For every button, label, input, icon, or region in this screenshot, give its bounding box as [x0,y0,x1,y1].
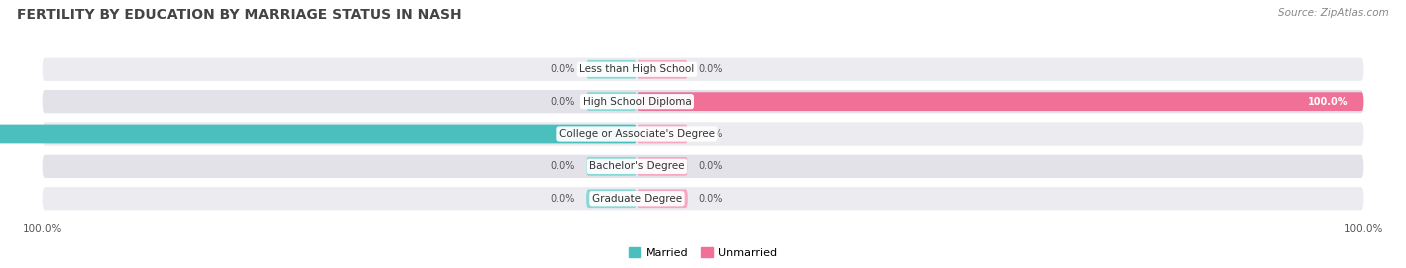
Text: 0.0%: 0.0% [551,64,575,74]
FancyBboxPatch shape [0,125,637,143]
FancyBboxPatch shape [42,187,1364,210]
FancyBboxPatch shape [42,155,1364,178]
Text: 0.0%: 0.0% [699,129,723,139]
Text: Bachelor's Degree: Bachelor's Degree [589,161,685,171]
FancyBboxPatch shape [637,189,688,208]
FancyBboxPatch shape [586,189,637,208]
FancyBboxPatch shape [637,157,688,176]
Text: 0.0%: 0.0% [699,194,723,204]
Text: Source: ZipAtlas.com: Source: ZipAtlas.com [1278,8,1389,18]
Text: College or Associate's Degree: College or Associate's Degree [560,129,716,139]
FancyBboxPatch shape [586,92,637,111]
FancyBboxPatch shape [586,60,637,79]
FancyBboxPatch shape [637,125,688,143]
Text: 0.0%: 0.0% [551,97,575,107]
Text: FERTILITY BY EDUCATION BY MARRIAGE STATUS IN NASH: FERTILITY BY EDUCATION BY MARRIAGE STATU… [17,8,461,22]
Text: 100.0%: 100.0% [1309,97,1348,107]
FancyBboxPatch shape [42,122,1364,146]
FancyBboxPatch shape [637,60,688,79]
FancyBboxPatch shape [42,58,1364,81]
Text: Graduate Degree: Graduate Degree [592,194,682,204]
Text: 0.0%: 0.0% [699,64,723,74]
Legend: Married, Unmarried: Married, Unmarried [624,243,782,262]
Text: High School Diploma: High School Diploma [582,97,692,107]
Text: 0.0%: 0.0% [551,194,575,204]
Text: 0.0%: 0.0% [699,161,723,171]
FancyBboxPatch shape [42,90,1364,113]
Text: Less than High School: Less than High School [579,64,695,74]
Text: 0.0%: 0.0% [551,161,575,171]
FancyBboxPatch shape [586,157,637,176]
FancyBboxPatch shape [637,92,1364,111]
